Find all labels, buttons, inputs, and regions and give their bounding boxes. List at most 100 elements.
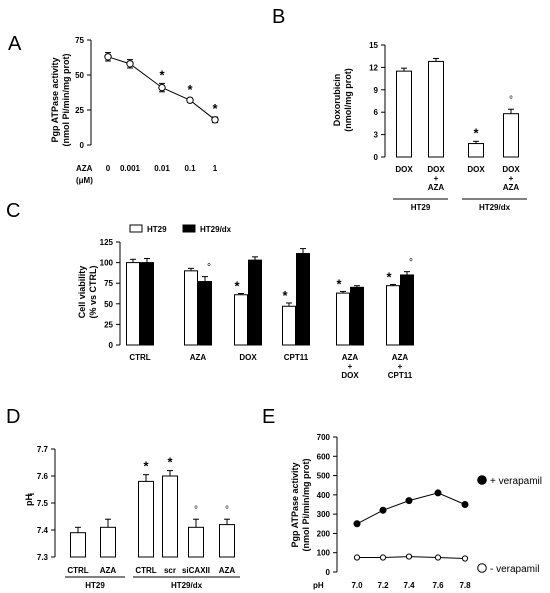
panel-e-data-point-minus-verapamil — [353, 554, 361, 561]
panel-c-significance-mark: ° — [207, 263, 211, 274]
panel-c-bar-ht29 — [336, 292, 350, 346]
panel-b-y-tick-label: 0 — [374, 153, 379, 162]
panel-a-x-axis-unit: (μM) — [76, 176, 93, 185]
panel-d-x-tick-label: CTRL — [135, 566, 156, 575]
panel-a-pgp-activity-vs-aza: 0 25 50 75 Pgp ATPase activity (nmol Pi/min/m… — [50, 36, 219, 185]
panel-e-legend-marker — [477, 475, 487, 485]
panel-b-group-label: HT29 — [411, 203, 431, 212]
panel-c-bar-ht29dx — [140, 262, 154, 346]
panel-c-significance-mark: * — [336, 276, 342, 291]
panel-c-y-tick-label: 25 — [104, 320, 113, 329]
panel-c-bar-ht29dx — [296, 253, 310, 346]
panel-b-group-label: HT29/dx — [479, 203, 511, 212]
panel-e-data-point-minus-verapamil — [461, 555, 469, 562]
panel-a-x-tick-label: 0.01 — [154, 164, 170, 173]
panel-d-significance-mark: ° — [225, 505, 229, 516]
panel-b-significance-mark: ° — [509, 95, 513, 106]
panel-letter-a: A — [8, 33, 22, 55]
panel-b-y-tick-label: 15 — [369, 41, 378, 50]
panel-a-significance-mark: * — [187, 82, 193, 97]
panel-d-x-tick-label: AZA — [100, 566, 117, 575]
panel-e-y-tick-label: 200 — [317, 529, 331, 538]
panel-b-x-tick-label: DOX — [502, 165, 520, 174]
panel-e-legend-marker — [477, 563, 487, 573]
panel-c-y-tick-label: 75 — [104, 279, 113, 288]
panel-b-y-axis-title: (nmol/mg prot) — [343, 68, 353, 132]
panel-c-x-tick-label: DOX — [239, 353, 257, 362]
panel-c-y-tick-label: 125 — [100, 238, 114, 247]
panel-c-x-tick-label: DOX — [341, 371, 359, 380]
panel-d-group-label: HT29 — [85, 581, 105, 590]
panel-d-significance-mark: * — [167, 455, 173, 470]
panel-e-y-axis-title: (nmol Pi/min/mg prot) — [301, 459, 311, 552]
panel-c-y-tick-label: 100 — [100, 259, 114, 268]
panel-e-data-point-plus-verapamil — [379, 506, 387, 514]
panel-d-group-label: HT29/dx — [171, 581, 203, 590]
panel-letter-d: D — [6, 406, 20, 428]
panel-a-data-point — [158, 83, 166, 92]
panel-e-data-point-minus-verapamil — [379, 554, 387, 561]
panel-b-x-tick-label: + — [434, 174, 439, 183]
panel-a-y-axis-title: Pgp ATPase activity — [50, 57, 60, 142]
panel-d-y-axis-subscript: i — [27, 493, 36, 495]
panel-c-bar-ht29dx — [400, 274, 414, 346]
panel-b-x-tick-label: DOX — [395, 165, 413, 174]
panel-c-bar-ht29dx — [350, 286, 364, 346]
panel-b-x-tick-label: DOX — [467, 165, 485, 174]
panel-c-legend-label: HT29/dx — [200, 225, 232, 234]
panel-d-y-tick-label: 7.5 — [37, 499, 49, 508]
panel-c-bar-ht29 — [184, 270, 198, 346]
panel-a-y-tick-label: 75 — [75, 36, 84, 45]
panel-c-bar-ht29 — [234, 294, 248, 346]
panel-c-bar-ht29dx — [198, 281, 212, 346]
panel-b-y-tick-label: 6 — [374, 108, 379, 117]
panel-e-y-tick-label: 100 — [317, 549, 331, 558]
panel-c-bar-ht29 — [282, 305, 296, 346]
panel-d-x-tick-label: siCAXII — [182, 566, 210, 575]
panel-a-data-point — [186, 96, 194, 104]
panel-a-x-tick-label: 0.1 — [184, 164, 196, 173]
panel-d-x-tick-label: AZA — [219, 566, 236, 575]
panel-c-x-tick-label: AZA — [392, 353, 409, 362]
panel-e-data-point-plus-verapamil — [461, 501, 469, 508]
panel-a-data-point — [104, 53, 112, 61]
panel-b-bar — [428, 60, 444, 158]
panel-c-significance-mark: * — [386, 269, 392, 284]
panel-d-x-tick-label: scr — [164, 566, 176, 575]
panel-e-data-point-minus-verapamil — [434, 554, 442, 561]
panel-e-x-tick-label: 7.2 — [377, 581, 389, 590]
panel-e-data-point-plus-verapamil — [405, 497, 413, 505]
panel-c-cell-viability: 0 25 50 75 100 125 Cell viability (% vs CTRL) * *… — [77, 224, 414, 380]
panel-a-y-tick-label: 50 — [75, 71, 84, 80]
panel-e-pgp-activity-vs-ph: 0 100 200 300 400 500 600 700 Pgp ATPase activit… — [290, 433, 542, 590]
panel-a-x-tick-label: 1 — [213, 164, 218, 173]
panel-a-y-tick-label: 25 — [75, 106, 84, 115]
panel-c-legend-label: HT29 — [147, 225, 167, 234]
panel-e-x-tick-label: 7.6 — [432, 581, 444, 590]
panel-d-bar — [100, 526, 116, 558]
panel-a-significance-mark: * — [212, 101, 218, 116]
panel-e-data-point-plus-verapamil — [353, 520, 361, 528]
panel-b-x-tick-label: AZA — [428, 183, 445, 192]
panel-e-x-tick-label: 7.8 — [459, 581, 471, 590]
panel-e-y-tick-label: 300 — [317, 510, 331, 519]
panel-c-x-tick-label: CPT11 — [284, 353, 309, 362]
panel-d-bar — [188, 526, 204, 558]
panel-e-x-tick-label: 7.0 — [351, 581, 363, 590]
panel-c-significance-mark: * — [234, 279, 240, 294]
panel-e-y-tick-label: 0 — [326, 568, 331, 577]
panel-c-bar-ht29 — [126, 262, 140, 346]
panel-b-significance-mark: * — [473, 125, 479, 140]
panel-d-bar — [70, 532, 86, 558]
panel-a-y-axis-title: (nmol Pi/min/mg prot) — [61, 54, 71, 147]
panel-b-y-axis-title: Doxorubicin — [332, 74, 342, 127]
panel-e-data-point-plus-verapamil — [434, 489, 442, 497]
panel-b-y-tick-label: 12 — [369, 63, 378, 72]
panel-c-y-axis-title: Cell viability — [77, 266, 87, 319]
panel-c-legend-swatch-ht29 — [129, 224, 143, 233]
panel-a-data-point — [126, 60, 134, 68]
panel-letter-c: C — [6, 200, 20, 222]
panel-e-y-tick-label: 600 — [317, 452, 331, 461]
